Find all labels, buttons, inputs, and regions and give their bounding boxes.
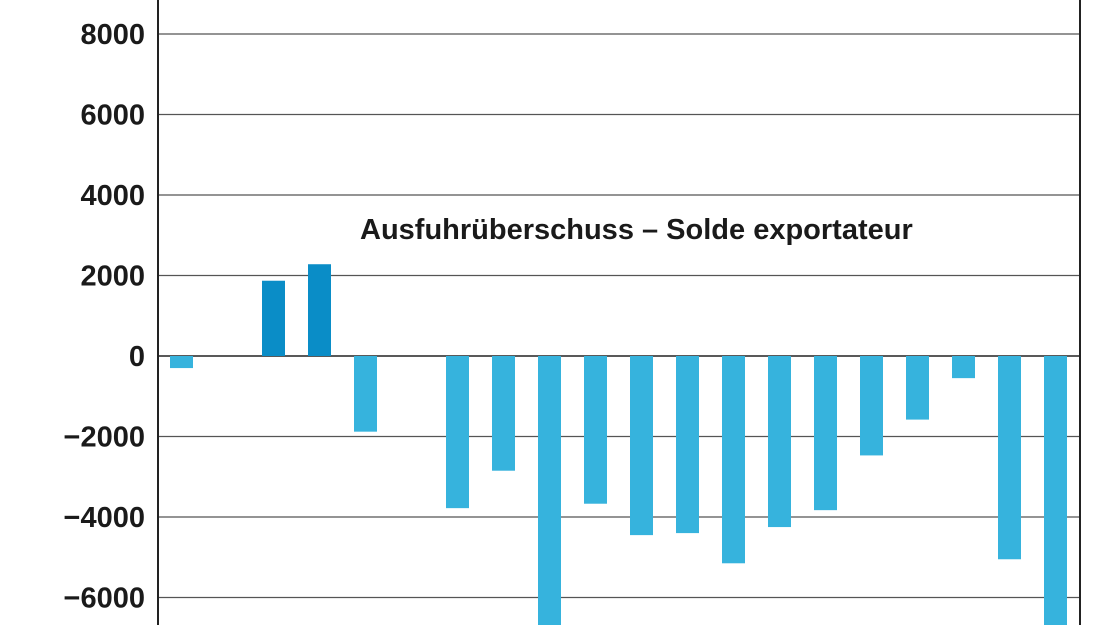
bar <box>676 356 699 534</box>
bar <box>1044 356 1067 625</box>
bar <box>906 356 929 420</box>
y-axis-tick-labels: 8000 6000 4000 2000 0 −2000 −4000 −6000 <box>64 19 145 615</box>
y-tick-label: 6000 <box>80 100 145 132</box>
y-tick-label: 8000 <box>80 19 145 51</box>
bar <box>492 356 515 471</box>
bar <box>722 356 745 564</box>
chart-annotation: Ausfuhrüberschuss – Solde exportateur <box>360 214 913 246</box>
y-tick-label: −2000 <box>64 422 145 454</box>
bar <box>630 356 653 536</box>
y-tick-label: 4000 <box>80 180 145 212</box>
y-tick-label: 2000 <box>80 261 145 293</box>
bar <box>446 356 469 509</box>
bar <box>998 356 1021 560</box>
bar <box>262 280 285 356</box>
y-tick-label: −6000 <box>64 583 145 615</box>
bar <box>768 356 791 528</box>
bar <box>354 356 377 432</box>
bar <box>584 356 607 504</box>
gridlines <box>158 33 1080 599</box>
bar <box>170 356 193 369</box>
bar <box>814 356 837 511</box>
bar <box>308 264 331 356</box>
y-tick-label: −4000 <box>64 502 145 534</box>
bar <box>860 356 883 456</box>
bar <box>538 356 561 625</box>
y-tick-label: 0 <box>129 341 145 373</box>
bar <box>952 356 975 379</box>
bars <box>170 264 1067 625</box>
